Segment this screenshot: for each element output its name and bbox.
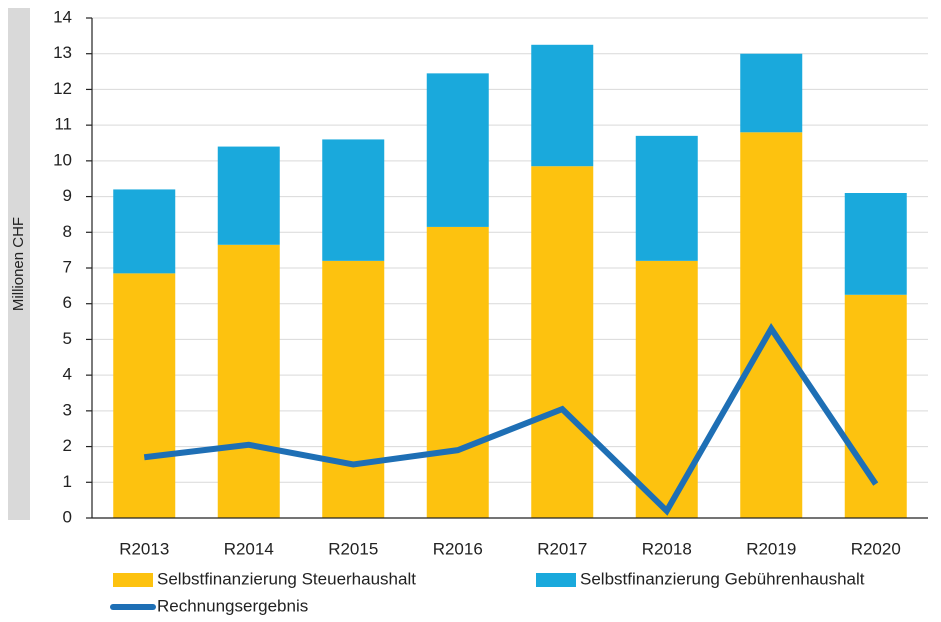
x-tick-label: R2017	[537, 539, 587, 558]
bar	[740, 53, 803, 133]
legend-label: Selbstfinanzierung Steuerhaushalt	[157, 569, 416, 588]
bar	[844, 193, 907, 295]
y-label-band	[8, 8, 30, 520]
y-tick-label: 6	[63, 293, 72, 312]
y-tick-label: 7	[63, 257, 72, 276]
bar	[635, 260, 698, 518]
y-tick-label: 11	[54, 115, 72, 134]
x-tick-label: R2020	[851, 539, 901, 558]
y-tick-label: 3	[63, 400, 72, 419]
legend-label: Selbstfinanzierung Gebührenhaushalt	[580, 569, 865, 588]
y-tick-label: 14	[53, 7, 72, 26]
y-axis-label: Millionen CHF	[10, 217, 27, 311]
bar	[426, 73, 489, 227]
bar	[322, 260, 385, 518]
x-tick-label: R2016	[433, 539, 483, 558]
bar	[217, 146, 280, 245]
x-tick-label: R2014	[224, 539, 274, 558]
y-tick-label: 4	[63, 365, 72, 384]
bar	[531, 166, 594, 518]
bar	[426, 226, 489, 518]
x-tick-label: R2015	[328, 539, 378, 558]
bar	[217, 244, 280, 519]
x-tick-label: R2013	[119, 539, 169, 558]
y-tick-label: 9	[63, 186, 72, 205]
y-tick-label: 0	[63, 507, 72, 526]
y-tick-label: 10	[53, 150, 72, 169]
bar	[113, 189, 176, 274]
y-tick-label: 8	[63, 222, 72, 241]
y-tick-label: 12	[53, 79, 72, 98]
y-tick-label: 5	[63, 329, 72, 348]
y-tick-label: 1	[63, 472, 72, 491]
y-tick-label: 2	[63, 436, 72, 455]
bar	[113, 273, 176, 518]
bar	[531, 44, 594, 167]
x-tick-label: R2018	[642, 539, 692, 558]
legend-label: Rechnungsergebnis	[157, 596, 308, 615]
legend-swatch	[113, 573, 153, 587]
line	[143, 323, 879, 516]
bar	[322, 139, 385, 261]
bar	[635, 135, 698, 261]
x-tick-label: R2019	[746, 539, 796, 558]
legend-swatch	[536, 573, 576, 587]
y-tick-label: 13	[53, 43, 72, 62]
bar	[844, 294, 907, 518]
